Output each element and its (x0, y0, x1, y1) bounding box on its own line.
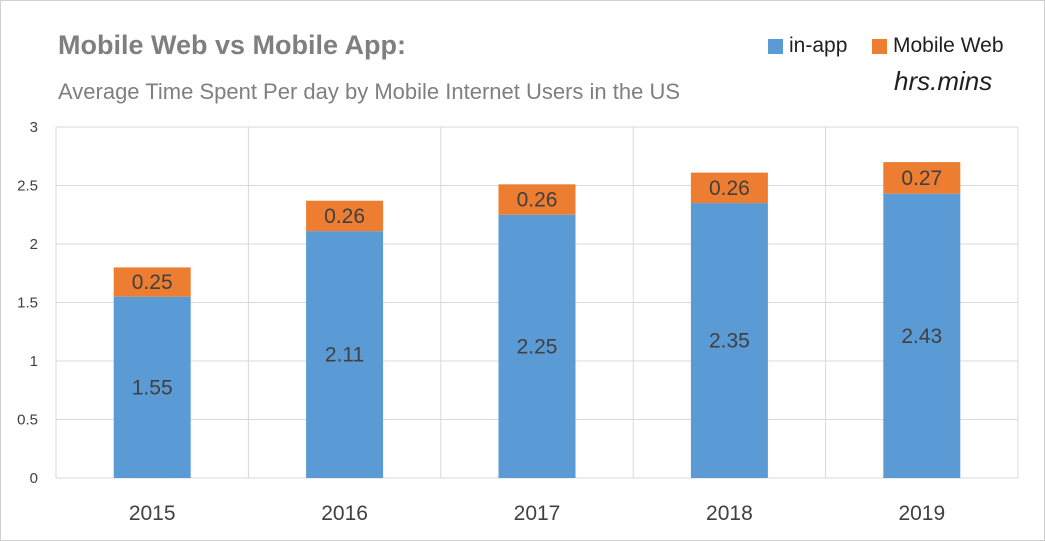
bar-in-app-2018 (690, 203, 768, 479)
data-label-mobile-web-2016: 0.26 (324, 205, 365, 228)
data-label-mobile-web-2015: 0.25 (132, 271, 173, 294)
bar-mobile-web-2016 (306, 200, 384, 232)
legend-label-mobile-web: Mobile Web (893, 34, 1004, 57)
bar-in-app-2019 (883, 193, 961, 478)
bar-mobile-web-2018 (690, 172, 768, 204)
x-tick-label-2015: 2015 (129, 502, 176, 525)
y-tick-label-1: 0.5 (17, 412, 38, 429)
data-label-in-app-2015: 1.55 (132, 376, 173, 399)
y-tick-label-5: 2.5 (17, 178, 38, 195)
legend-item-mobile-web: Mobile Web (872, 34, 1004, 58)
bar-in-app-2017 (498, 214, 576, 478)
x-tick-label-2018: 2018 (706, 502, 753, 525)
y-tick-label-2: 1 (30, 353, 38, 370)
y-tick-label-6: 3 (30, 119, 38, 136)
bar-mobile-web-2019 (883, 162, 961, 194)
x-tick-label-2019: 2019 (898, 502, 945, 525)
legend-item-in-app: in-app (768, 34, 847, 58)
bar-in-app-2015 (113, 296, 191, 478)
y-tick-label-3: 1.5 (17, 295, 38, 312)
bar-in-app-2016 (306, 231, 384, 478)
data-label-mobile-web-2018: 0.26 (709, 177, 750, 200)
data-label-mobile-web-2019: 0.27 (901, 167, 942, 190)
chart-title: Mobile Web vs Mobile App: (58, 30, 407, 60)
data-label-mobile-web-2017: 0.26 (517, 189, 558, 212)
data-label-in-app-2016: 2.11 (325, 344, 364, 367)
y-tick-label-4: 2 (30, 236, 38, 253)
data-label-in-app-2018: 2.35 (709, 330, 750, 353)
legend-swatch-mobile-web (872, 38, 887, 54)
chart-subtitle: Average Time Spent Per day by Mobile Int… (58, 79, 681, 104)
legend-label-in-app: in-app (789, 34, 848, 57)
bar-mobile-web-2015 (113, 267, 191, 297)
data-label-in-app-2017: 2.25 (517, 335, 558, 358)
bar-mobile-web-2017 (498, 184, 576, 215)
legend-swatch-in-app (768, 38, 783, 54)
x-tick-label-2017: 2017 (514, 502, 561, 525)
y-tick-label-0: 0 (30, 470, 38, 487)
data-label-in-app-2019: 2.43 (901, 325, 942, 348)
units-label: hrs.mins (894, 66, 993, 96)
x-tick-label-2016: 2016 (321, 502, 368, 525)
